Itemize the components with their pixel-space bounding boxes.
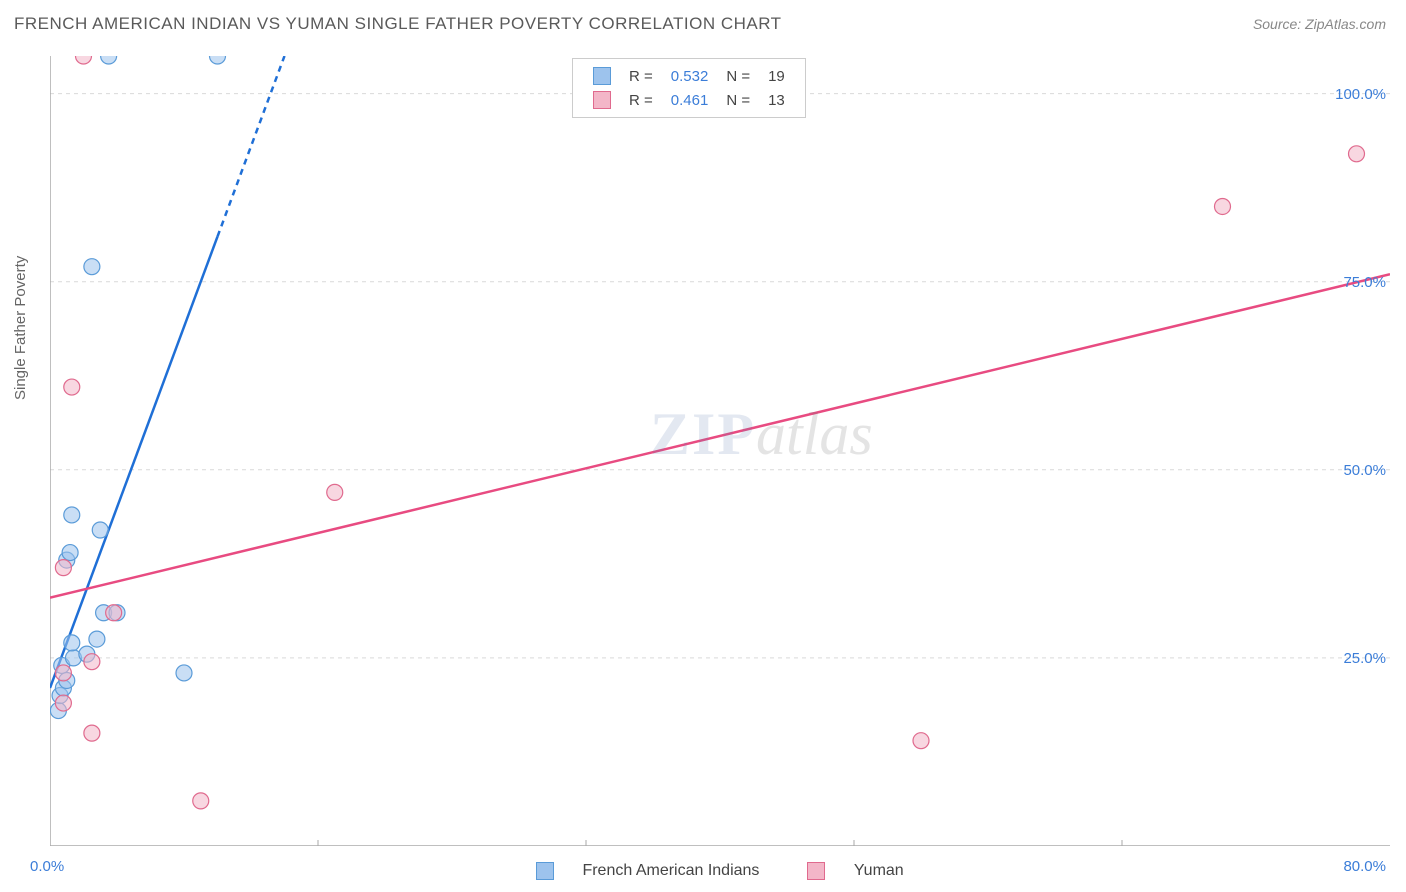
source-attribution: Source: ZipAtlas.com (1253, 16, 1386, 32)
legend-n-label: N = (718, 65, 758, 87)
y-tick-label: 25.0% (1343, 650, 1386, 667)
legend-r-label: R = (621, 89, 661, 111)
legend-r-label: R = (621, 65, 661, 87)
legend-series-name: French American Indians (582, 862, 759, 879)
legend-item: Yuman (795, 862, 915, 879)
legend-n-label: N = (718, 89, 758, 111)
chart-title: FRENCH AMERICAN INDIAN VS YUMAN SINGLE F… (14, 14, 782, 34)
series-legend: French American Indians Yuman (512, 862, 928, 880)
y-tick-label: 75.0% (1343, 274, 1386, 291)
x-tick-label: 80.0% (1343, 858, 1386, 875)
scatter-plot (50, 56, 1390, 846)
legend-swatch (593, 91, 611, 109)
legend-n-value: 19 (760, 65, 793, 87)
legend-swatch (807, 862, 825, 880)
correlation-legend: R = 0.532 N = 19 R = 0.461 N = 13 (572, 58, 806, 118)
y-axis-label: Single Father Poverty (12, 256, 29, 400)
y-tick-label: 100.0% (1335, 86, 1386, 103)
x-tick-label: 0.0% (30, 858, 64, 875)
legend-r-value: 0.461 (663, 89, 717, 111)
chart-container: FRENCH AMERICAN INDIAN VS YUMAN SINGLE F… (0, 0, 1406, 892)
legend-n-value: 13 (760, 89, 793, 111)
legend-r-value: 0.532 (663, 65, 717, 87)
legend-series-name: Yuman (854, 862, 904, 879)
legend-swatch (593, 67, 611, 85)
legend-item: French American Indians (524, 862, 771, 879)
y-tick-label: 50.0% (1343, 462, 1386, 479)
legend-swatch (536, 862, 554, 880)
